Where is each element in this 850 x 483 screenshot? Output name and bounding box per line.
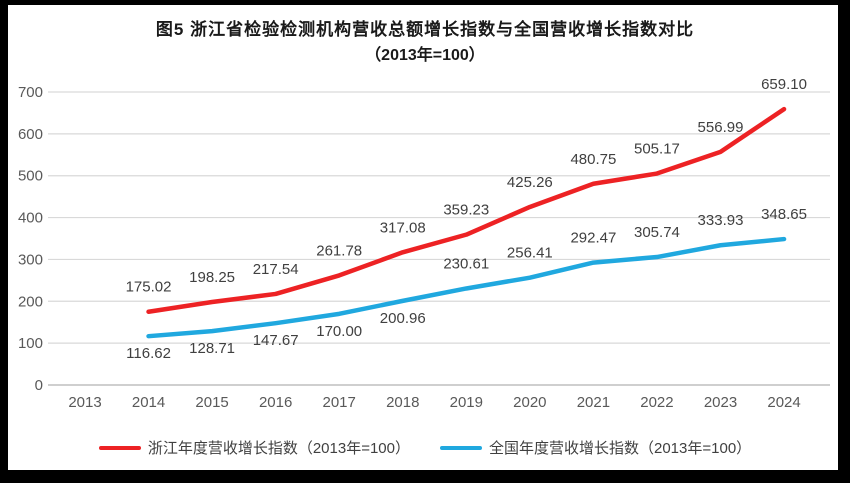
x-tick-label: 2022 [640, 394, 673, 411]
y-tick-label: 100 [18, 335, 43, 352]
chart-title: 图5 浙江省检验检测机构营收总额增长指数与全国营收增长指数对比 [155, 20, 695, 39]
national-data-label: 116.62 [126, 345, 171, 362]
national-series-line [146, 236, 787, 339]
x-tick-label: 2020 [513, 394, 546, 411]
zhejiang-data-label: 659.10 [761, 76, 807, 93]
x-tick-label: 2013 [68, 394, 101, 411]
legend: 浙江年度营收增长指数（2013年=100） 全国年度营收增长指数（2013年=1… [0, 437, 850, 458]
national-data-label: 170.00 [316, 323, 362, 340]
legend-item-national: 全国年度营收增长指数（2013年=100） [440, 437, 751, 458]
national-data-label: 333.93 [698, 212, 744, 229]
x-tick-label: 2023 [704, 394, 737, 411]
x-tick-label: 2015 [195, 394, 228, 411]
national-data-label: 348.65 [761, 206, 807, 223]
y-tick-label: 700 [18, 84, 43, 101]
zhejiang-data-label: 359.23 [443, 202, 489, 219]
y-tick-label: 200 [18, 293, 43, 310]
zhejiang-data-label: 556.99 [698, 119, 744, 136]
zhejiang-data-label: 261.78 [316, 242, 362, 259]
zhejiang-line-swatch [98, 445, 141, 450]
chart-subtitle: （2013年=100） [365, 47, 485, 64]
national-data-label: 200.96 [380, 310, 426, 327]
y-tick-label: 300 [18, 251, 43, 268]
national-data-label: 147.67 [253, 332, 299, 349]
x-tick-label: 2014 [132, 394, 165, 411]
national-data-label: 292.47 [570, 230, 616, 247]
x-tick-label: 2018 [386, 394, 419, 411]
zhejiang-data-label: 317.08 [380, 219, 426, 236]
y-tick-label: 400 [18, 210, 43, 227]
y-tick-label: 500 [18, 168, 43, 185]
national-data-label: 128.71 [189, 340, 235, 357]
zhejiang-data-label: 217.54 [253, 261, 299, 278]
national-line-swatch [440, 445, 482, 450]
chart-background [8, 5, 838, 470]
x-tick-label: 2021 [577, 394, 610, 411]
national-data-label: 230.61 [443, 255, 489, 272]
legend-label-national: 全国年度营收增长指数（2013年=100） [489, 440, 752, 457]
y-tick-label: 600 [18, 126, 43, 143]
zhejiang-series-line [146, 106, 787, 314]
legend-item-zhejiang: 浙江年度营收增长指数（2013年=100） [98, 437, 410, 458]
national-data-label: 256.41 [507, 245, 553, 262]
x-tick-label: 2024 [767, 394, 800, 411]
x-tick-label: 2016 [259, 394, 292, 411]
zhejiang-data-label: 425.26 [507, 174, 553, 191]
legend-label-zhejiang: 浙江年度营收增长指数（2013年=100） [147, 440, 410, 457]
x-tick-label: 2019 [450, 394, 483, 411]
y-tick-label: 0 [35, 377, 43, 394]
national-data-label: 305.74 [634, 224, 680, 241]
zhejiang-data-label: 505.17 [634, 141, 680, 158]
x-tick-label: 2017 [323, 394, 356, 411]
zhejiang-data-label: 175.02 [126, 279, 172, 296]
zhejiang-data-label: 480.75 [570, 151, 616, 168]
zhejiang-data-label: 198.25 [189, 269, 235, 286]
